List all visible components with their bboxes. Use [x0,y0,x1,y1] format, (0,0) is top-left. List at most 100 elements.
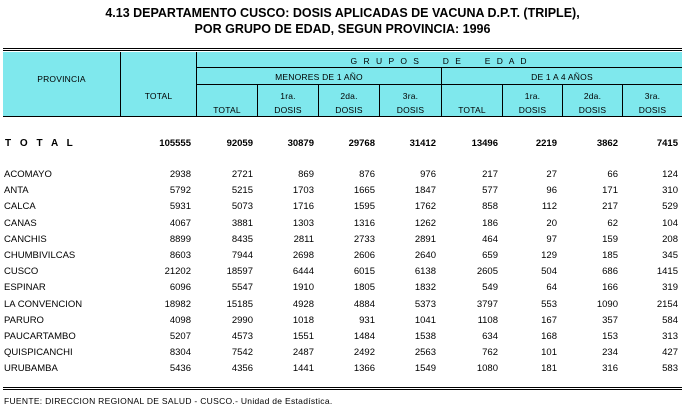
table-cell: 4928 [292,299,314,310]
table-cell: 3881 [231,218,253,229]
header-rule-menores [196,84,682,85]
table-cell: 1549 [414,363,436,374]
table-cell: 167 [541,315,557,326]
header-divider-groups [441,67,442,116]
table-cell: 577 [482,185,498,196]
header-provincia: PROVINCIA [37,74,86,84]
table-cell: 1910 [292,282,314,293]
table-cell: 4067 [169,218,191,229]
header-menores-dosis3-b: DOSIS [396,105,425,115]
table-cell: 1551 [292,331,314,342]
header-1a4-dosis3-a: 3ra. [644,91,661,101]
table-cell: 659 [482,250,498,261]
table-cell: 319 [662,282,678,293]
table-cell: 1415 [656,266,678,277]
table-cell: 1108 [477,315,498,326]
table-cell: 553 [541,299,557,310]
table-cell: 166 [602,282,618,293]
table-cell: 931 [359,315,375,326]
table-cell: 1484 [353,331,375,342]
table-cell: 1595 [353,201,375,212]
total-cell: 92059 [226,138,253,149]
table-cell: 686 [602,266,618,277]
table-cell: 62 [607,218,618,229]
table-cell: 1080 [476,363,498,374]
table-cell: 7542 [231,347,253,358]
table-cell: 27 [546,169,557,180]
header-1a4-dosis1-a: 1ra. [524,91,541,101]
table-cell: 2640 [414,250,436,261]
table-cell: 2154 [656,299,678,310]
table-cell: 345 [662,250,678,261]
table-cell: 96 [546,185,557,196]
table-cell: 20 [546,218,557,229]
table-cell: 129 [541,250,557,261]
province-name: ANTA [4,185,29,196]
total-cell: 3862 [596,138,618,149]
table-cell: 181 [541,363,557,374]
table-cell: 1832 [414,282,436,293]
table-cell: 112 [541,201,557,212]
total-row-label: T O T A L [5,138,76,149]
table-cell: 217 [482,169,498,180]
table-cell: 4573 [231,331,253,342]
table-cell: 762 [482,347,498,358]
header-divider-sub7 [622,84,623,116]
table-cell: 5215 [231,185,253,196]
table-cell: 504 [541,266,557,277]
table-cell: 1716 [292,201,314,212]
bottom-rule-2 [3,389,682,390]
total-cell: 2219 [535,138,557,149]
header-rule-grupos [196,67,682,68]
province-name: ACOMAYO [4,169,52,180]
total-cell: 31412 [409,138,436,149]
table-cell: 310 [662,185,678,196]
table-cell: 18982 [164,299,191,310]
table-cell: 1041 [414,315,436,326]
province-name: CUSCO [4,266,39,277]
table-cell: 153 [602,331,618,342]
header-1a4-dosis3-b: DOSIS [638,105,667,115]
table-cell: 5792 [169,185,191,196]
header-menores-dosis1-a: 1ra. [280,91,296,101]
table-cell: 2938 [169,169,191,180]
table-cell: 2492 [353,347,375,358]
header-menores-dosis2-b: DOSIS [335,105,363,115]
table-cell: 234 [602,347,618,358]
province-name: CHUMBIVILCAS [4,250,76,261]
table-cell: 5207 [169,331,191,342]
table-cell: 4356 [231,363,253,374]
table-cell: 208 [662,234,678,245]
header-menores-dosis3-a: 3ra. [402,91,419,101]
table-cell: 4884 [353,299,375,310]
table-cell: 2698 [292,250,314,261]
table-cell: 101 [541,347,557,358]
table-cell: 869 [298,169,314,180]
table-cell: 584 [662,315,678,326]
table-cell: 1762 [414,201,436,212]
total-cell: 105555 [159,138,191,149]
table-cell: 6444 [292,266,314,277]
table-cell: 5931 [169,201,191,212]
report-title-line-2: POR GRUPO DE EDAD, SEGUN PROVINCIA: 1996 [194,22,491,36]
province-name: ESPINAR [4,282,46,293]
table-cell: 21202 [164,266,191,277]
province-name: CANAS [4,218,37,229]
table-cell: 64 [546,282,557,293]
province-name: PARURO [4,315,44,326]
table-cell: 7944 [231,250,253,261]
header-grupos-de-edad: G R U P O S D E E D A D [350,56,529,66]
table-cell: 2990 [231,315,253,326]
table-cell: 357 [602,315,618,326]
table-cell: 427 [662,347,678,358]
table-cell: 858 [482,201,498,212]
table-cell: 168 [541,331,557,342]
table-cell: 8603 [169,250,191,261]
table-cell: 18597 [226,266,253,277]
table-cell: 159 [602,234,618,245]
table-cell: 5073 [231,201,253,212]
table-cell: 6096 [169,282,191,293]
top-rule-2 [3,50,682,51]
table-cell: 124 [662,169,678,180]
table-cell: 2605 [476,266,498,277]
